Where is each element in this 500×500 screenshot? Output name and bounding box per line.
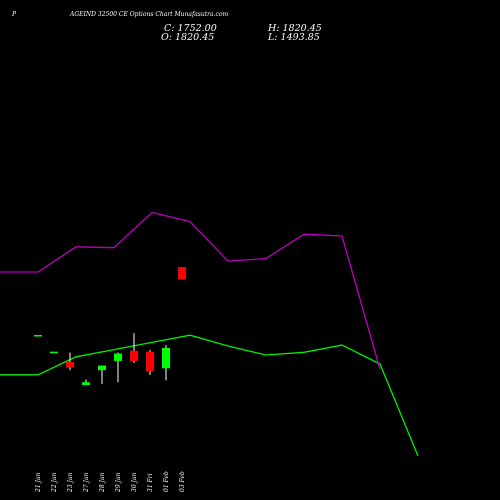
candle-body xyxy=(50,351,58,354)
candle-body xyxy=(178,267,186,280)
candle-body xyxy=(98,365,106,371)
close-value: C: 1752.00 xyxy=(164,23,217,34)
candle-body xyxy=(34,335,42,337)
x-tick-label: 31 Fri xyxy=(147,473,154,492)
low-value: L: 1493.85 xyxy=(268,32,320,43)
x-tick-label: 03 Feb xyxy=(179,471,186,492)
upper-band-line xyxy=(0,334,419,457)
candle-body xyxy=(162,347,170,369)
lower-band-line xyxy=(0,211,381,370)
candle-body xyxy=(66,361,74,368)
x-tick-label: 28 Jan xyxy=(99,472,106,493)
high-value: H: 1820.45 xyxy=(268,23,322,34)
x-tick-label: 27 Jan xyxy=(83,472,90,493)
x-tick-label: 30 Jan xyxy=(131,472,138,492)
x-tick-label: 22 Jan xyxy=(51,472,58,493)
x-tick-label: 01 Feb xyxy=(163,471,170,492)
open-value: O: 1820.45 xyxy=(161,32,215,43)
chart-title: P AGEIND 32500 CE Options Chart Munafasut… xyxy=(12,11,229,18)
x-tick-label: 23 Jan xyxy=(67,472,74,493)
x-tick-label: 29 Jan xyxy=(115,472,122,493)
x-tick-label: 21 Jan xyxy=(35,472,42,493)
candle-body xyxy=(114,353,122,361)
candle-body xyxy=(82,382,90,385)
candle-body xyxy=(130,350,138,361)
candle-body xyxy=(146,351,154,372)
